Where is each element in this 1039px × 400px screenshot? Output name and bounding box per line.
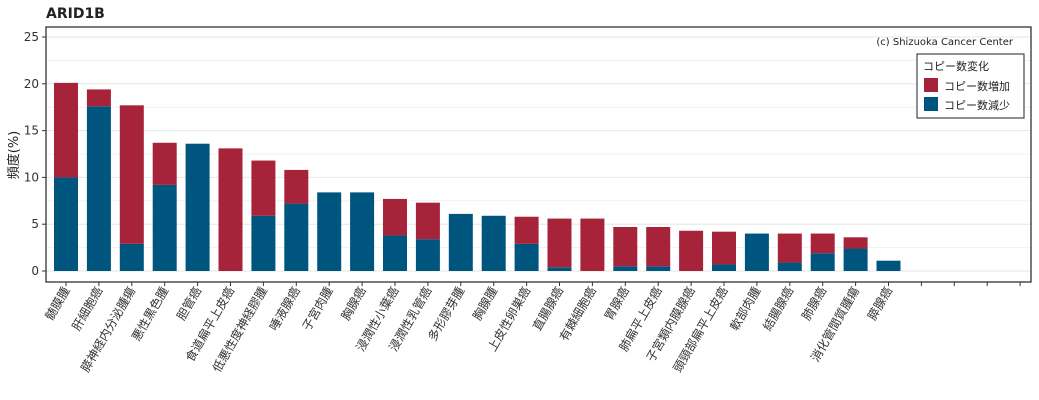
x-tick-label: 子宮肉腫 <box>299 284 336 333</box>
bar-segment-decrease <box>613 266 638 271</box>
bar-segment-decrease <box>876 260 901 271</box>
legend-label-decrease: コピー数減少 <box>944 98 1010 112</box>
bar-segment-increase <box>843 237 868 249</box>
x-tick-label: 髄膜腫 <box>42 284 73 323</box>
y-tick-label: 5 <box>31 217 39 231</box>
bar-segment-decrease <box>383 235 407 271</box>
bar-segment-increase <box>415 202 440 240</box>
x-tick-label: 結腸腺癌 <box>759 284 796 333</box>
bar-segment-increase <box>613 227 638 267</box>
bar-segment-decrease <box>514 243 539 271</box>
y-axis-label: 頻度(%) <box>6 131 22 180</box>
bar-segment-decrease <box>86 106 111 271</box>
x-tick-label: 胸腺腫 <box>469 284 500 323</box>
bar-segment-decrease <box>744 233 769 271</box>
plot-frame <box>45 26 1032 283</box>
bar-segment-decrease <box>119 243 144 271</box>
bar-segment-increase <box>810 233 835 254</box>
bar-segment-increase <box>251 160 276 216</box>
legend: コピー数変化 コピー数増加 コピー数減少 <box>916 53 1025 119</box>
bar-segment-increase <box>218 148 243 271</box>
x-tick-label: 肝細胞癌 <box>68 284 105 333</box>
chart-title: ARID1B <box>46 6 105 22</box>
x-tick-label: 膵腺癌 <box>864 284 895 323</box>
bar-segment-increase <box>54 82 78 178</box>
grid <box>46 36 1031 272</box>
x-tick-label: 直腸腺癌 <box>529 284 566 333</box>
y-tick-label: 10 <box>24 170 39 184</box>
bar-segment-increase <box>119 105 144 244</box>
bar-segment-increase <box>777 233 802 263</box>
x-tick-label: 胆管癌 <box>173 284 204 323</box>
bar-segment-decrease <box>547 267 572 271</box>
x-tick-label: 胃腺癌 <box>601 284 632 323</box>
bar-segment-decrease <box>251 215 276 271</box>
bar-segment-increase <box>383 198 407 236</box>
bar-segment-decrease <box>843 248 868 271</box>
bar-segment-decrease <box>350 192 375 271</box>
bar-segment-increase <box>86 89 111 107</box>
x-tick-label: 唾液腺癌 <box>266 284 303 333</box>
bar-segment-decrease <box>448 213 473 271</box>
bar-segment-increase <box>712 231 736 265</box>
bar-segment-increase <box>152 142 177 185</box>
y-tick-label: 20 <box>24 77 39 91</box>
y-ticks: 0 5 10 15 20 25 <box>24 30 46 278</box>
legend-label-increase: コピー数増加 <box>944 80 1010 93</box>
legend-swatch-increase <box>924 78 938 92</box>
bar-segment-decrease <box>317 192 342 271</box>
bar-segment-decrease <box>646 266 671 271</box>
y-tick-label: 25 <box>24 30 39 44</box>
bar-segment-increase <box>514 216 539 244</box>
bars <box>54 82 901 271</box>
bar-segment-decrease <box>54 177 78 271</box>
y-tick-label: 15 <box>24 124 39 138</box>
x-tick-label: 軟部肉腫 <box>726 284 763 333</box>
bar-segment-decrease <box>810 253 835 271</box>
bar-segment-increase <box>284 169 309 204</box>
x-tick-label: 胸腺癌 <box>338 284 369 323</box>
copyright-note: (c) Shizuoka Cancer Center <box>876 37 1014 48</box>
y-tick-label: 0 <box>31 264 39 278</box>
bar-segment-decrease <box>777 262 802 271</box>
bar-segment-increase <box>679 230 704 271</box>
bar-segment-decrease <box>415 239 440 271</box>
bar-segment-decrease <box>481 215 506 271</box>
bar-segment-decrease <box>152 184 177 271</box>
bar-segment-increase <box>580 218 605 271</box>
bar-segment-decrease <box>712 264 736 271</box>
x-tick-label: 肺腺癌 <box>798 284 829 323</box>
bar-segment-increase <box>646 227 671 267</box>
bar-segment-increase <box>547 218 572 268</box>
bar-segment-decrease <box>185 143 210 271</box>
bar-segment-decrease <box>284 203 309 271</box>
legend-title: コピー数変化 <box>923 59 989 73</box>
legend-swatch-decrease <box>924 97 938 111</box>
